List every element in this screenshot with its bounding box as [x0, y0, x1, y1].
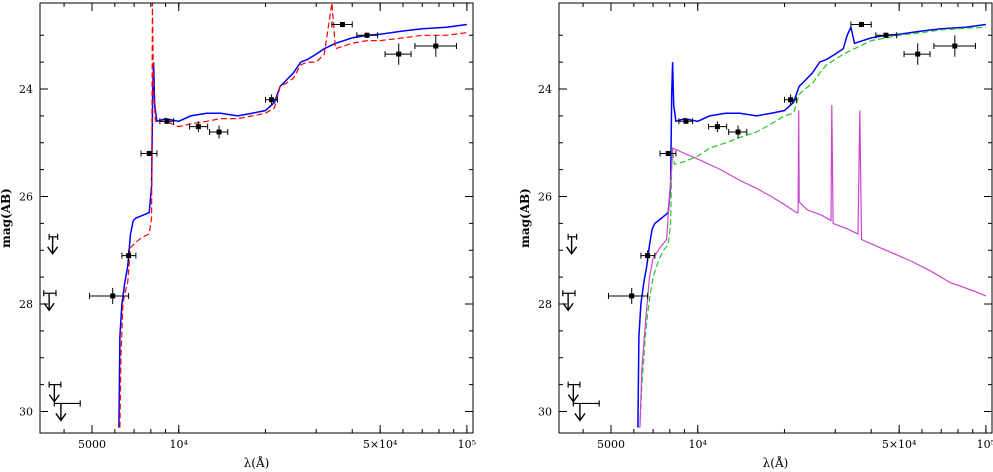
chart-0-data-point-8 — [356, 32, 379, 39]
chart-1-y-tick-label-1: 26 — [538, 191, 552, 204]
chart-1-upper-limit-0 — [566, 233, 578, 256]
limit-arrow-head — [566, 246, 578, 256]
chart-1-data-point-4 — [708, 121, 728, 132]
data-marker — [216, 129, 222, 135]
chart-1-y-tick-label-3: 30 — [538, 406, 552, 419]
chart-1-series-line-0 — [637, 23, 986, 428]
chart-0-series-group — [118, 3, 467, 428]
chart-1-series-line-2 — [639, 105, 987, 428]
chart-0-x-tick-label-3: 10⁵ — [458, 438, 476, 451]
data-marker — [164, 118, 170, 124]
data-marker — [915, 51, 921, 57]
data-marker — [858, 22, 864, 27]
chart-0-y-tick-label-3: 30 — [19, 406, 33, 419]
chart-0-data-point-3 — [159, 118, 175, 125]
data-marker — [665, 151, 671, 156]
chart-0-upper-limit-2 — [48, 381, 62, 403]
chart-1-upper-limit-2 — [567, 381, 581, 403]
chart-0-data-point-6 — [264, 94, 278, 106]
chart-1-y-tick-label-0: 24 — [538, 83, 552, 96]
data-marker — [683, 118, 689, 124]
chart-0-data-point-9 — [384, 43, 412, 65]
chart-1-x-tick-label-2: 5×10⁴ — [882, 438, 917, 451]
limit-arrow-head — [562, 302, 574, 312]
limit-arrow-head — [574, 413, 586, 422]
chart-0-y-tick-label-0: 24 — [19, 83, 33, 96]
chart-1-x-tick-label-3: 10⁵ — [977, 438, 993, 451]
chart-1-upper-limit-3 — [572, 400, 600, 422]
chart-0-data-point-1 — [121, 250, 137, 261]
chart-1-data-point-1 — [640, 250, 656, 261]
chart-0-data-point-0 — [88, 287, 130, 304]
data-marker — [629, 293, 635, 299]
data-marker — [126, 253, 132, 259]
chart-0-upper-limit-1 — [43, 290, 57, 312]
chart-0-plot-frame — [39, 2, 474, 434]
chart-0-series-line-0 — [118, 23, 467, 428]
chart-1-data-point-9 — [903, 43, 931, 65]
chart-0-y-tick-label-2: 28 — [19, 298, 33, 311]
limit-arrow-head — [47, 246, 59, 256]
chart-1-data-point-7 — [850, 21, 872, 28]
right-sed-panel: 24 26 28 30 5000 10⁴ 5×10⁴ 10⁵ λ(Å) mag(AB) — [518, 2, 993, 470]
chart-0-data-point-5 — [209, 125, 229, 139]
chart-1-data-point-2 — [659, 150, 677, 157]
data-marker — [714, 124, 720, 130]
chart-1-data-point-0 — [607, 287, 649, 304]
data-marker — [146, 151, 152, 156]
chart-1-x-tick-label-0: 5000 — [597, 438, 625, 451]
left-sed-panel: 24 26 28 30 5000 10⁴ 5×10⁴ 10⁵ λ(Å) mag(AB) — [0, 2, 476, 470]
chart-0-upper-limit-0 — [47, 233, 59, 256]
chart-1-y-tick-label-2: 28 — [538, 298, 552, 311]
chart-0-data-point-10 — [414, 35, 457, 57]
data-marker — [645, 253, 651, 259]
data-marker — [433, 43, 439, 49]
chart-1-data-point-8 — [875, 32, 898, 39]
chart-0-data-point-2 — [140, 150, 158, 157]
chart-0-y-axis-label: mag(AB) — [0, 188, 13, 248]
data-marker — [788, 97, 794, 103]
data-marker — [364, 32, 370, 38]
data-marker — [735, 129, 741, 135]
chart-1-series-line-1 — [639, 26, 986, 428]
chart-0-data-point-4 — [189, 121, 209, 132]
chart-1-data-point-6 — [783, 94, 797, 106]
chart-0-data-point-7 — [331, 21, 353, 28]
chart-1-plot-frame — [558, 2, 993, 434]
chart-0-y-tick-label-1: 26 — [19, 191, 33, 204]
data-marker — [883, 32, 889, 38]
chart-0-x-tick-label-2: 5×10⁴ — [363, 438, 398, 451]
data-marker — [339, 22, 345, 27]
data-marker — [269, 97, 275, 103]
chart-0-x-tick-label-1: 10⁴ — [170, 438, 189, 451]
chart-0-series-line-1 — [119, 3, 467, 428]
chart-0-x-axis-label: λ(Å) — [244, 455, 270, 470]
chart-1-y-axis-label: mag(AB) — [518, 188, 532, 248]
chart-0-upper-limit-3 — [53, 400, 81, 422]
chart-1-series-group — [637, 23, 987, 428]
limit-arrow-head — [43, 302, 55, 312]
data-marker — [110, 293, 116, 299]
chart-1-x-axis-label: λ(Å) — [763, 455, 789, 470]
chart-1-data-point-3 — [678, 118, 694, 125]
chart-1-upper-limit-1 — [562, 290, 576, 312]
data-marker — [195, 124, 201, 130]
chart-1-data-point-10 — [933, 35, 976, 57]
limit-arrow-head — [55, 413, 67, 422]
chart-1-data-point-5 — [728, 125, 748, 139]
data-marker — [396, 51, 402, 57]
chart-0-x-tick-label-0: 5000 — [78, 438, 106, 451]
chart-1-x-tick-label-1: 10⁴ — [689, 438, 708, 451]
data-marker — [952, 43, 958, 49]
